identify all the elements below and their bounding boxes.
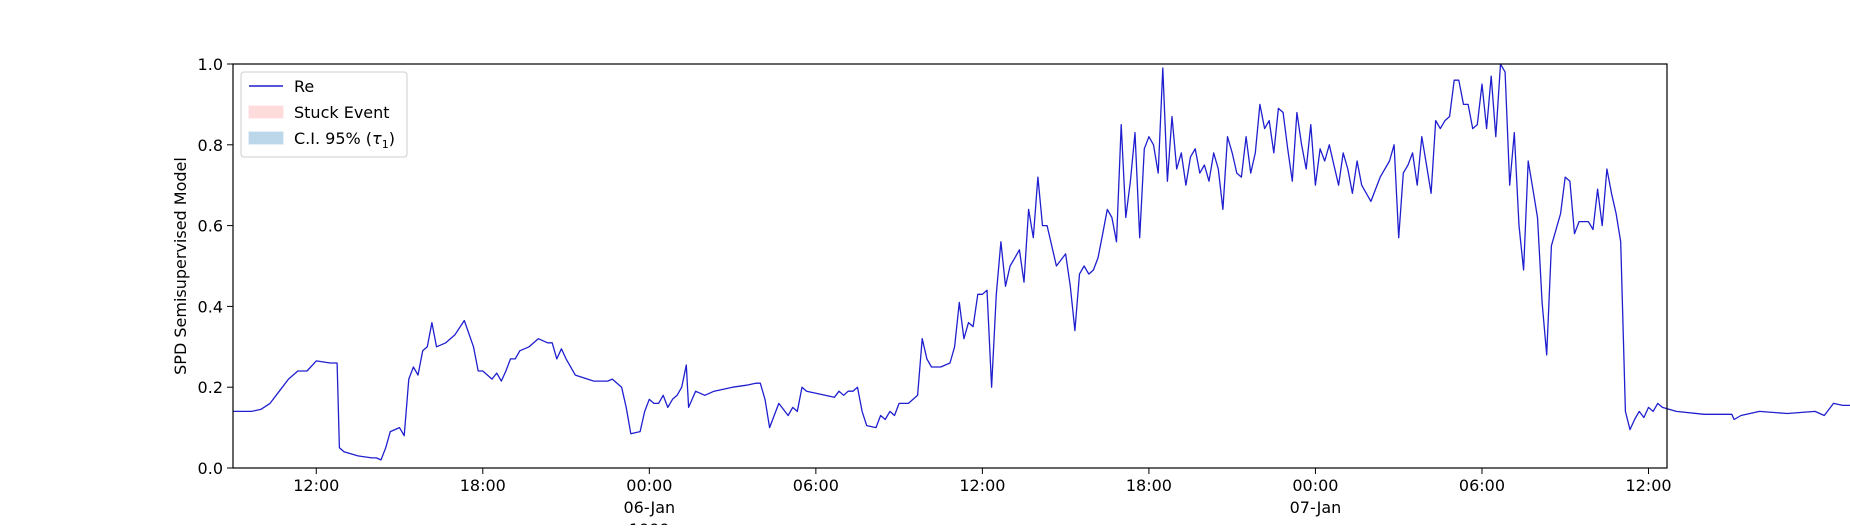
legend-label: Stuck Event xyxy=(294,103,390,122)
x-tick-label: 06:00 xyxy=(1459,476,1505,495)
x-tick-year-label: 1999 xyxy=(629,520,670,525)
legend-patch-swatch xyxy=(248,105,284,119)
y-tick-label: 0.0 xyxy=(198,459,223,478)
x-tick-label: 00:00 xyxy=(1292,476,1338,495)
series-lines xyxy=(233,63,1850,461)
x-tick-label: 12:00 xyxy=(959,476,1005,495)
y-axis: 0.0 0.2 0.4 0.6 0.8 1.0 xyxy=(198,55,233,478)
x-tick-label: 12:00 xyxy=(293,476,339,495)
legend: Re Stuck Event C.I. 95% (τ1) xyxy=(240,71,408,158)
legend-label: Re xyxy=(294,77,314,96)
x-axis: 12:00 18:00 00:00 06-Jan 1999 06:00 12:00 18:00… xyxy=(293,468,1672,529)
y-tick-label: 0.2 xyxy=(198,378,223,397)
plot-frame xyxy=(232,63,1668,469)
x-tick-label: 18:00 xyxy=(1126,476,1172,495)
series-line-re xyxy=(233,63,1850,461)
legend-label: C.I. 95% (τ1) xyxy=(294,129,395,151)
y-tick-label: 0.4 xyxy=(198,297,223,316)
y-tick-label: 0.8 xyxy=(198,136,223,155)
y-axis-label: SPD Semisupervised Model xyxy=(171,157,190,375)
x-tick-label: 18:00 xyxy=(460,476,506,495)
x-tick-label: 12:00 xyxy=(1625,476,1671,495)
y-tick-label: 1.0 xyxy=(198,55,223,74)
legend-patch-swatch xyxy=(248,131,284,145)
x-tick-date-label: 07-Jan xyxy=(1290,498,1342,517)
x-tick-label: 06:00 xyxy=(793,476,839,495)
x-tick-date-label: 06-Jan xyxy=(623,498,675,517)
y-tick-label: 0.6 xyxy=(198,217,223,236)
x-tick-label: 00:00 xyxy=(626,476,672,495)
